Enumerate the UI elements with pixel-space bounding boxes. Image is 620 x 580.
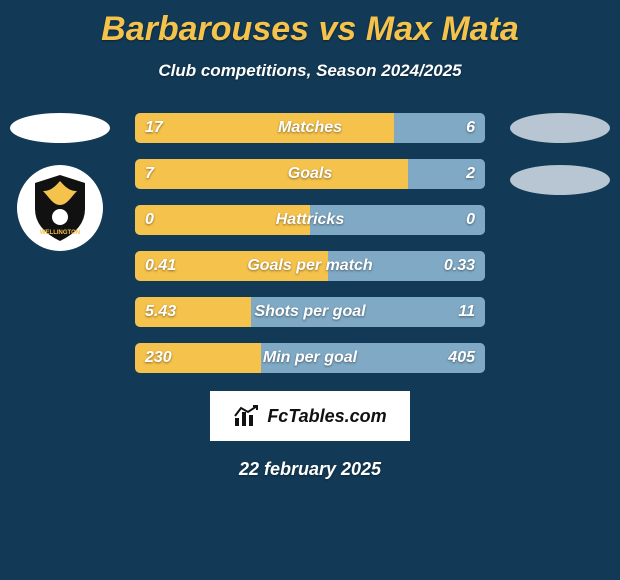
subtitle: Club competitions, Season 2024/2025 [0, 61, 620, 81]
stat-bars: 176Matches 72Goals 00Hattricks 0.410.33Goal… [135, 113, 485, 373]
svg-text:WELLINGTON: WELLINGTON [40, 230, 80, 236]
stat-bar: 176Matches [135, 113, 485, 143]
new-zealand-flag-icon [10, 113, 110, 143]
comparison-infographic: Barbarouses vs Max Mata Club competition… [0, 0, 620, 580]
stat-label: Goals [135, 159, 485, 189]
stat-bar: 5.4311Shots per goal [135, 297, 485, 327]
stat-label: Hattricks [135, 205, 485, 235]
stat-label: Goals per match [135, 251, 485, 281]
stat-label: Matches [135, 113, 485, 143]
club-placeholder-icon [510, 165, 610, 195]
stat-bar: 00Hattricks [135, 205, 485, 235]
stat-label: Shots per goal [135, 297, 485, 327]
club-crest-icon: WELLINGTON [23, 171, 97, 245]
stat-label: Min per goal [135, 343, 485, 373]
stat-bar: 0.410.33Goals per match [135, 251, 485, 281]
chart-icon [233, 404, 261, 428]
stat-bar: 230405Min per goal [135, 343, 485, 373]
wellington-phoenix-logo-icon: WELLINGTON [17, 165, 103, 251]
left-player-column: WELLINGTON [0, 113, 120, 251]
date-label: 22 february 2025 [0, 459, 620, 480]
branding-text: FcTables.com [267, 406, 386, 427]
right-player-column [500, 113, 620, 195]
branding-badge: FcTables.com [210, 391, 410, 441]
stats-area: WELLINGTON 176Matches 72Goals 00Hattricks 0… [0, 113, 620, 373]
stat-bar: 72Goals [135, 159, 485, 189]
page-title: Barbarouses vs Max Mata [0, 0, 620, 49]
flag-placeholder-icon [510, 113, 610, 143]
